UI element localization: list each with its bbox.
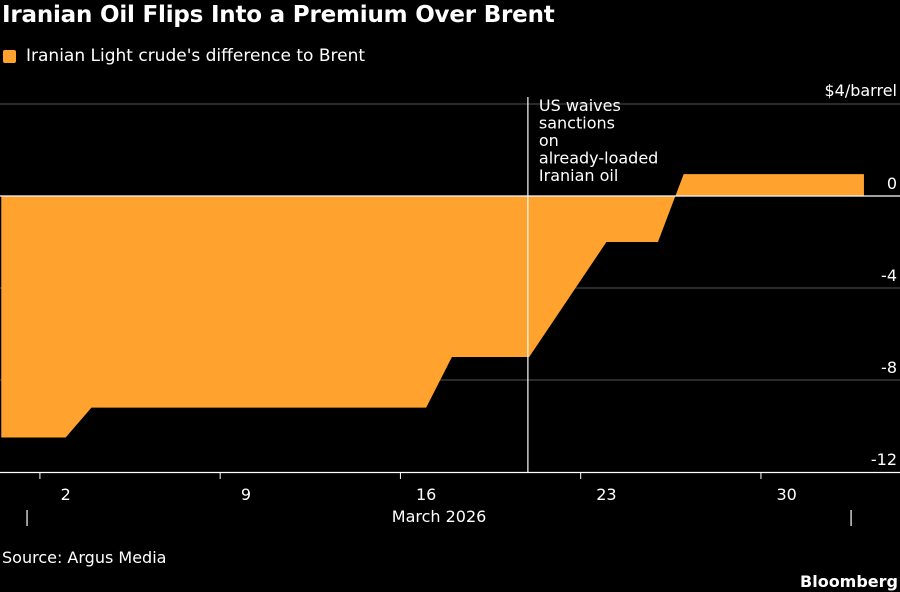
annotation-text: US waives bbox=[539, 96, 621, 115]
x-tick-label: 2 bbox=[61, 485, 71, 504]
y-tick-label: -4 bbox=[881, 266, 897, 285]
legend-label: Iranian Light crude's difference to Bren… bbox=[26, 46, 366, 66]
chart-plot: US waivessanctionsonalready-loadedIrania… bbox=[0, 81, 900, 526]
x-tick-label: 30 bbox=[777, 485, 797, 504]
brand-logo: Bloomberg bbox=[800, 572, 898, 591]
legend: Iranian Light crude's difference to Bren… bbox=[3, 46, 365, 66]
x-tick-label: 23 bbox=[596, 485, 616, 504]
source-note: Source: Argus Media bbox=[2, 548, 167, 567]
annotation-text: sanctions bbox=[539, 114, 615, 133]
y-axis-unit-label: $4/barrel bbox=[824, 81, 897, 100]
x-tick-label: 16 bbox=[416, 485, 436, 504]
y-tick-label: 0 bbox=[887, 174, 897, 193]
x-tick-label: 9 bbox=[241, 485, 251, 504]
x-axis-month-label: March 2026 bbox=[392, 507, 487, 526]
chart-title: Iranian Oil Flips Into a Premium Over Br… bbox=[2, 2, 555, 28]
annotation-text: on bbox=[539, 131, 559, 150]
annotation-text: Iranian oil bbox=[539, 166, 618, 185]
legend-swatch bbox=[3, 49, 16, 63]
annotation-text: already-loaded bbox=[539, 149, 658, 168]
y-tick-label: -8 bbox=[881, 358, 897, 377]
series-area bbox=[1, 174, 864, 438]
y-tick-label: -12 bbox=[871, 450, 897, 469]
